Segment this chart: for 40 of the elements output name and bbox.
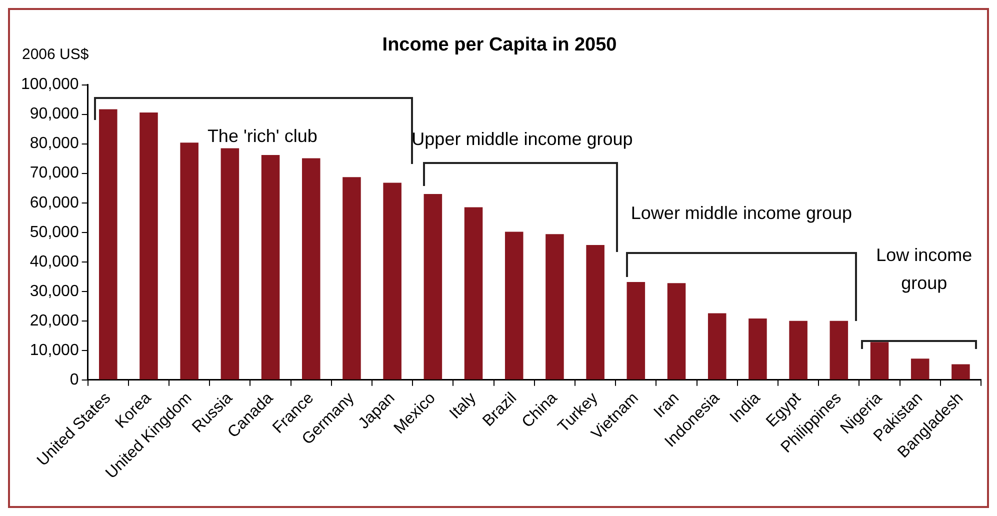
annotation: Upper middle income group bbox=[410, 128, 634, 152]
bar bbox=[667, 283, 686, 380]
y-tick-label: 80,000 bbox=[30, 135, 79, 152]
bar bbox=[546, 234, 564, 380]
y-tick-label: 30,000 bbox=[30, 282, 79, 300]
bar bbox=[504, 232, 524, 380]
bar bbox=[140, 112, 158, 380]
bar bbox=[870, 342, 889, 380]
bar bbox=[342, 177, 361, 380]
bar bbox=[302, 158, 320, 380]
y-tick-label: 20,000 bbox=[30, 312, 79, 330]
y-tick-label: 50,000 bbox=[30, 224, 79, 241]
annotation: The 'rich' club bbox=[206, 125, 318, 148]
y-tick-label: 60,000 bbox=[30, 194, 79, 212]
bar bbox=[626, 282, 646, 380]
bar bbox=[830, 320, 848, 380]
y-axis-title: 2006 US$ bbox=[22, 46, 89, 63]
bar bbox=[383, 182, 402, 380]
y-tick-label: 40,000 bbox=[30, 253, 79, 270]
chart-title: Income per Capita in 2050 bbox=[382, 34, 617, 56]
y-tick-label: 90,000 bbox=[30, 106, 79, 123]
bar bbox=[424, 194, 442, 380]
y-tick-label: 10,000 bbox=[30, 342, 79, 359]
bar bbox=[789, 320, 808, 380]
y-tick-label: 70,000 bbox=[30, 164, 79, 182]
bar bbox=[220, 148, 240, 380]
annotation: Lower middle income group bbox=[630, 202, 854, 226]
bar bbox=[586, 245, 604, 380]
bar bbox=[708, 313, 726, 380]
bar bbox=[952, 364, 970, 380]
y-tick-label: 0 bbox=[70, 371, 79, 388]
y-tick-label: 100,000 bbox=[20, 76, 79, 94]
annotation: Low income group bbox=[875, 244, 974, 295]
bar bbox=[99, 109, 118, 380]
bar bbox=[748, 318, 767, 380]
bar bbox=[464, 207, 483, 380]
bar bbox=[180, 142, 198, 380]
bar bbox=[261, 155, 280, 380]
x-tick-label: Italy bbox=[446, 390, 480, 422]
bar bbox=[910, 358, 930, 380]
